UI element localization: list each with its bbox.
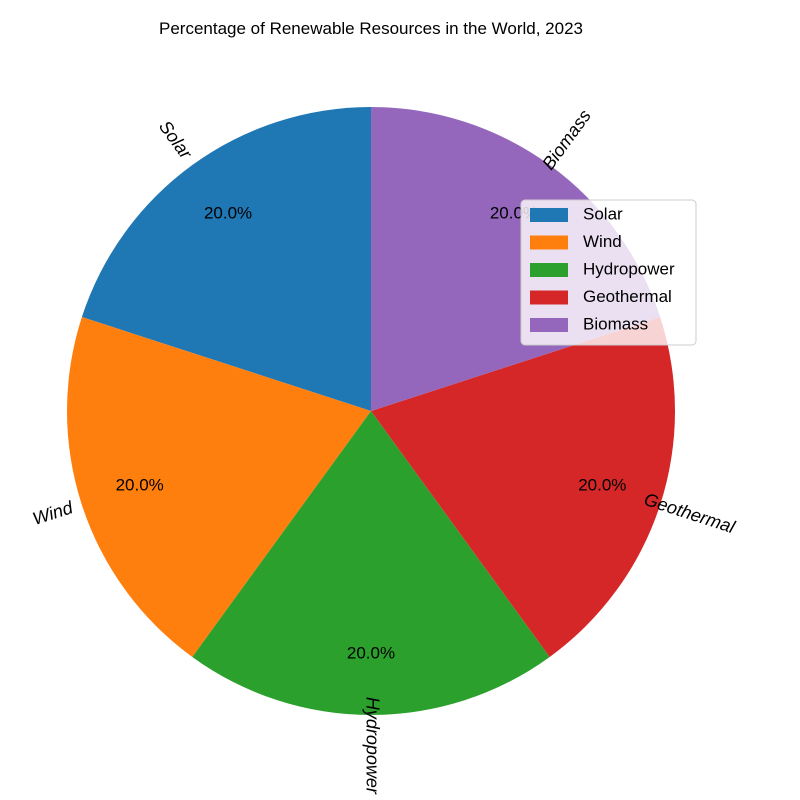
legend-label-solar: Solar bbox=[583, 204, 623, 223]
legend-swatch-wind bbox=[530, 235, 568, 250]
pie-slices bbox=[67, 107, 675, 716]
chart-title: Percentage of Renewable Resources in the… bbox=[159, 19, 583, 38]
pie-slice-geothermal bbox=[371, 317, 675, 657]
slice-label-solar: Solar bbox=[155, 117, 196, 164]
legend-label-geothermal: Geothermal bbox=[583, 287, 672, 306]
slice-label-biomass: Biomass bbox=[538, 106, 595, 174]
legend-label-biomass: Biomass bbox=[583, 314, 648, 333]
slice-label-hydropower: Hydropower bbox=[362, 697, 382, 795]
slice-percent-solar: 20.0% bbox=[204, 204, 252, 223]
legend-swatch-biomass bbox=[530, 318, 568, 332]
slice-percent-wind: 20.0% bbox=[116, 476, 164, 495]
legend-label-hydropower: Hydropower bbox=[583, 259, 675, 278]
legend-swatch-solar bbox=[530, 208, 568, 222]
slice-percent-geothermal: 20.0% bbox=[578, 476, 626, 495]
legend-label-wind: Wind bbox=[583, 232, 622, 251]
legend-swatch-geothermal bbox=[530, 290, 568, 305]
slice-percent-hydropower: 20.0% bbox=[347, 644, 395, 663]
legend: Solar Wind Hydropower Geothermal Biomass bbox=[520, 199, 697, 346]
slice-label-wind: Wind bbox=[30, 497, 76, 529]
pie-slice-solar bbox=[81, 107, 372, 411]
pie-slice-hydropower bbox=[192, 411, 550, 716]
legend-swatch-hydropower bbox=[530, 263, 568, 277]
pie-slice-wind bbox=[67, 317, 372, 657]
